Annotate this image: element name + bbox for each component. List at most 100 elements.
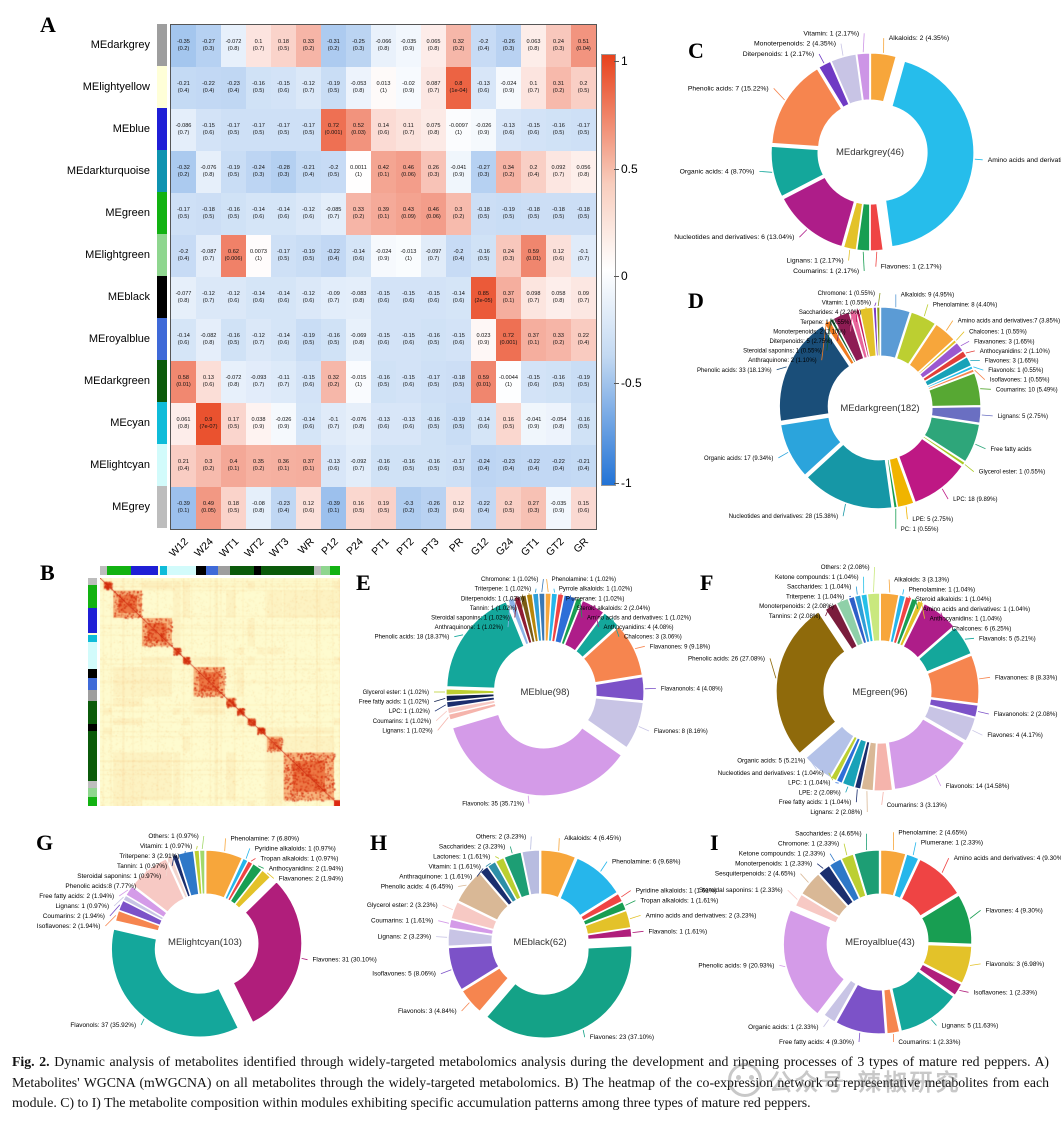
slice-label: Isoflavones: 1 (0.55%): [990, 378, 1050, 384]
cell-r-value: -0.17: [177, 207, 190, 213]
slice-leader-line: [908, 596, 912, 600]
tom-strip-segment: [88, 634, 97, 642]
heatmap-cell: 0.59 (0.01): [521, 235, 546, 277]
cell-p-value: (0.7): [252, 46, 265, 52]
cell-p-value: (0.8): [527, 46, 540, 52]
cell-p-value: (0.6): [552, 256, 565, 262]
donut-chart-medarkgreen: Alkaloids: 9 (4.95%) Phenolamine: 8 (4.40…: [697, 291, 1060, 533]
slice-label: Chromone: 1 (1.02%): [481, 577, 538, 583]
cell-r-value: -0.16: [327, 333, 340, 339]
cell-p-value: (0.3): [527, 508, 540, 514]
cell-p-value: (0.9): [452, 172, 465, 178]
cell-p-value: (0.5): [577, 214, 590, 220]
cell-p-value: (0.05): [201, 508, 216, 514]
slice-label: Alkaloids: 4 (6.45%): [564, 835, 621, 842]
heatmap-cell: -0.22 (0.4): [546, 445, 571, 487]
cell-r-value: -0.13: [402, 417, 415, 423]
cell-p-value: (0.5): [452, 466, 465, 472]
slice-flavones: [485, 944, 633, 1039]
slice-organic-acids: [779, 416, 842, 477]
heatmap-cell: -0.14 (0.6): [271, 319, 296, 361]
heatmap-cell: 0.33 (0.2): [546, 319, 571, 361]
cell-p-value: (0.5): [502, 214, 515, 220]
cell-p-value: (0.5): [227, 214, 240, 220]
slice-label: LPC: 1 (1.04%): [788, 780, 830, 787]
heatmap-cell: 0.075 (0.8): [421, 109, 446, 151]
cell-r-value: 0.72: [503, 333, 514, 339]
panel-label-g: G: [36, 830, 54, 855]
cell-p-value: (0.8): [177, 298, 190, 304]
x-axis-label-text: G12: [468, 535, 492, 559]
heatmap-cell: -0.17 (0.5): [271, 109, 296, 151]
slice-leader-line: [109, 904, 121, 917]
heatmap-cell: -0.15 (0.6): [271, 67, 296, 109]
cell-p-value: (0.3): [252, 172, 265, 178]
heatmap-cell: 0.43 (0.09): [396, 193, 421, 235]
slice-leader-line: [437, 717, 449, 731]
heatmap-cell: 0.056 (0.8): [571, 151, 596, 193]
heatmap-cell: -0.069 (0.8): [346, 319, 371, 361]
slice-leader-line: [301, 958, 308, 961]
slice-amino-acids-and-derivatives: [900, 858, 959, 917]
slice-leader-line: [514, 596, 517, 618]
slice-leader-line: [776, 366, 787, 371]
heatmap-cell: 0.18 (0.5): [221, 487, 246, 529]
cell-r-value: -0.2: [328, 165, 339, 171]
cell-r-value: -0.15: [402, 333, 415, 339]
slice-leader-line: [454, 634, 464, 638]
module-trait-heatmap: -0.35 (0.2) -0.27 (0.3) -0.072 (0.8) 0.1 (0.7) 0…: [170, 24, 597, 530]
slice-label: Diterpenoids: 5 (2.75%): [769, 339, 832, 345]
tom-strip-segment: [107, 566, 132, 575]
cell-r-value: -0.14: [477, 417, 490, 423]
slice-flavonols: [110, 928, 240, 1038]
cell-p-value: (0.001): [499, 340, 518, 346]
cell-p-value: (0.7): [527, 88, 540, 94]
heatmap-cell: -0.35 (0.2): [171, 25, 196, 67]
heatmap-cell: -0.041 (0.9): [446, 151, 471, 193]
heatmap-cell: -0.087 (0.7): [196, 235, 221, 277]
cell-p-value: (0.5): [252, 130, 265, 136]
heatmap-cell: -0.0097 (1): [446, 109, 471, 151]
cell-p-value: (0.3): [202, 46, 215, 52]
cell-p-value: (0.8): [227, 46, 240, 52]
colorbar-tick-0.5: 0.5: [621, 162, 638, 176]
heatmap-cell: -0.12 (0.7): [296, 67, 321, 109]
cell-r-value: -0.17: [227, 123, 240, 129]
cell-p-value: (0.1): [502, 298, 515, 304]
cell-p-value: (0.1): [277, 466, 290, 472]
cell-p-value: (0.2): [402, 508, 415, 514]
slice-label: Sesquiterpenoids: 2 (4.65%): [715, 871, 796, 878]
slice-label: Amino acids and derivatives: 4 (9.30%): [954, 855, 1061, 862]
slice-leader-line: [245, 848, 251, 859]
heatmap-cell: -0.17 (0.5): [271, 235, 296, 277]
heatmap-cell: -0.19 (0.5): [446, 403, 471, 445]
slice-sesquiterpenoids: [800, 873, 849, 918]
cell-p-value: (0.5): [277, 130, 290, 136]
slice-leader-line: [843, 843, 848, 856]
tom-strip-segment: [88, 787, 97, 797]
slice-label: Chalcones: 6 (6.25%): [952, 626, 1012, 633]
x-axis-label-text: GR: [571, 535, 592, 556]
slice-label: Flavonols: 37 (35.92%): [70, 1022, 136, 1029]
cell-r-value: 0.063: [526, 39, 541, 45]
heatmap-cell: -0.18 (0.5): [546, 193, 571, 235]
cell-r-value: -0.31: [327, 39, 340, 45]
cell-r-value: -0.069: [350, 333, 367, 339]
cell-p-value: (0.7): [427, 88, 440, 94]
heatmap-cell: -0.26 (0.3): [421, 487, 446, 529]
slice-label: Nucleotides and derivatives: 1 (1.04%): [718, 770, 824, 777]
slice-lignans: [930, 405, 982, 424]
cell-p-value: (1): [255, 256, 262, 262]
heatmap-cell: -0.16 (0.5): [371, 361, 396, 403]
slice-free-fatty-acids: [923, 416, 981, 463]
slice-amino-acids-and-derivatives: [560, 597, 583, 646]
cell-r-value: 0.2: [579, 81, 588, 87]
slice-coumarins: [928, 372, 982, 408]
heatmap-cell: 0.26 (0.3): [421, 151, 446, 193]
slice-tropan-alkaloids: [582, 900, 627, 926]
cell-p-value: (0.8): [202, 340, 215, 346]
slice-leader-line: [840, 43, 844, 56]
slice-flavanones: [582, 625, 644, 684]
module-color-meblack: [157, 276, 167, 318]
cell-p-value: (0.8): [177, 424, 190, 430]
